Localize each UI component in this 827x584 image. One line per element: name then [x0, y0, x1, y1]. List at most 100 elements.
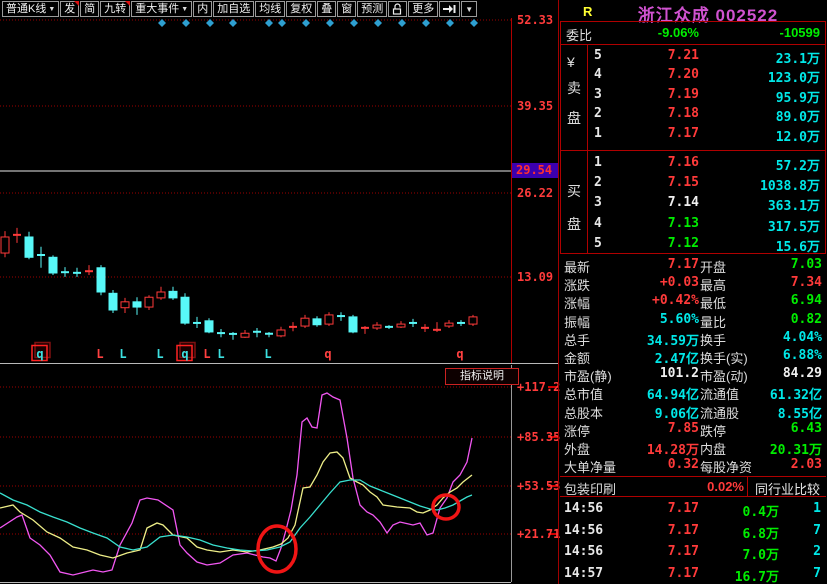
order-level: 3 — [594, 195, 602, 211]
stat-value: 34.59万 — [646, 333, 699, 349]
tick-price: 7.17 — [667, 522, 699, 538]
stat-value: 7.34 — [790, 275, 822, 291]
weibi-diff: -10599 — [779, 25, 820, 40]
candle-body-down — [24, 236, 34, 258]
order-price: 7.14 — [667, 195, 699, 211]
y-axis-label: 39.35 — [517, 99, 554, 113]
toolbar-button-发[interactable]: 发 — [60, 1, 80, 17]
tick-volume: 6.8万 — [742, 526, 779, 542]
stat-row: 大单净量 0.32 每股净资 2.03 — [560, 456, 826, 475]
stat-label: 换手 — [700, 332, 727, 348]
toolbar-button-窗[interactable]: 窗 — [337, 1, 357, 17]
candle-body-up — [396, 323, 406, 328]
signal-box — [176, 344, 193, 362]
candle-body-up — [444, 322, 454, 327]
toolbar-button-均线[interactable]: 均线 — [255, 1, 286, 17]
event-diamond-icon — [326, 19, 334, 27]
tick-row: 14:56 7.17 0.4万 1 — [560, 498, 826, 520]
order-volume: 317.5万 — [767, 219, 820, 235]
order-book-rail: ¥ 卖 盘 买 盘 — [561, 44, 588, 253]
order-level: 3 — [594, 86, 602, 102]
toolbar-button-预测[interactable]: 预测 — [357, 1, 388, 17]
buy-row: 5 7.12 15.6万 — [588, 234, 825, 255]
candle-body-down — [348, 316, 358, 333]
lock-button[interactable] — [388, 1, 408, 17]
toolbar-button-重大事件[interactable]: 重大事件 ▼ — [131, 1, 193, 17]
toolbar-button-内[interactable]: 内 — [193, 1, 213, 17]
candle-body-up — [144, 296, 154, 308]
buy-label: 盘 — [567, 216, 581, 232]
tick-count: 7 — [813, 565, 821, 581]
stat-value: 14.28万 — [646, 443, 699, 458]
signal-letter: L — [156, 347, 163, 361]
stat-value: 7.85 — [667, 420, 699, 436]
weibi-label: 委比 — [566, 28, 593, 43]
sell-label: 盘 — [567, 110, 581, 126]
current-price-axis-badge: 29.54 — [512, 163, 558, 178]
divider — [747, 477, 748, 496]
industry-compare-link[interactable]: 同行业比较 — [754, 482, 820, 497]
toolbar-button-label: 预测 — [361, 2, 384, 15]
toolbar-button-九转[interactable]: 九转 — [100, 1, 131, 17]
sell-label: 卖 — [567, 80, 581, 96]
toolbar-button-label: 普通K线 — [6, 2, 47, 15]
candle-body-down — [180, 296, 190, 324]
stat-label: 流通值 — [700, 387, 740, 403]
toolbar-button-简[interactable]: 简 — [80, 1, 100, 17]
tick-volume: 16.7万 — [734, 569, 779, 584]
order-price: 7.13 — [667, 215, 699, 231]
chevron-down-icon: ▼ — [181, 5, 189, 13]
caret-down-icon: ▼ — [465, 4, 474, 14]
stat-value: 6.43 — [790, 420, 822, 436]
stat-row: 涨停 7.85 跌停 6.43 — [560, 420, 826, 439]
candle-body-down — [132, 301, 142, 308]
candle-body-up — [300, 317, 310, 327]
order-book-divider — [561, 150, 825, 151]
toolbar-button-复权[interactable]: 复权 — [286, 1, 317, 17]
candle-body-down — [48, 256, 58, 274]
tick-time: 14:56 — [564, 544, 604, 559]
order-price: 7.21 — [667, 48, 699, 63]
candle-body-down — [168, 290, 178, 299]
tick-price: 7.17 — [667, 501, 699, 516]
stat-value: 2.47亿 — [654, 352, 699, 367]
order-price: 7.12 — [667, 235, 699, 251]
toolbar-button-普通K线[interactable]: 普通K线 ▼ — [2, 1, 60, 17]
chart-toolbar: 普通K线 ▼ 发简九转 重大事件 ▼ 内加自选 均线 复权叠窗预测 更多 ▼ — [0, 0, 478, 18]
stat-row: 市盈(静) 101.2 市盈(动) 84.29 — [560, 365, 826, 385]
stat-label: 涨幅 — [564, 296, 591, 312]
toolbar-button-label: 叠 — [321, 2, 333, 15]
order-price: 7.18 — [667, 106, 699, 122]
industry-name[interactable]: 包装印刷 — [564, 482, 617, 497]
toolbar-button-label: 复权 — [290, 2, 313, 15]
signal-letter: L — [96, 347, 103, 361]
stat-label: 总市值 — [564, 387, 604, 403]
toolbar-button-label: 均线 — [259, 2, 282, 15]
stat-label: 市盈(动) — [700, 369, 748, 385]
stat-label: 金额 — [564, 351, 591, 366]
toolbar-button-更多[interactable]: 更多 — [408, 1, 439, 17]
stat-value: +0.03 — [659, 275, 699, 291]
stat-label: 最低 — [700, 296, 727, 312]
jump-arrow-button[interactable] — [439, 1, 461, 17]
stat-value: 101.2 — [659, 366, 699, 382]
toolbar-button-加自选[interactable]: 加自选 — [213, 1, 255, 17]
buy-row: 4 7.13 317.5万 — [588, 214, 825, 235]
sell-row: 4 7.20 123.0万 — [588, 65, 825, 87]
signal-letter: L — [264, 347, 271, 361]
toolbar-button-叠[interactable]: 叠 — [317, 1, 337, 17]
order-volume: 123.0万 — [767, 71, 820, 87]
stat-label: 流通股 — [700, 405, 740, 421]
stat-value: 5.60% — [659, 311, 699, 327]
stat-value: +0.42% — [652, 293, 699, 309]
stat-label: 开盘 — [700, 260, 727, 275]
indicator-help-button[interactable]: 指标说明 — [445, 368, 519, 385]
fast-line — [0, 392, 473, 576]
tick-count: 7 — [813, 522, 821, 538]
stat-row: 最新 7.17 开盘 7.03 — [560, 256, 826, 275]
toolbar-button-label: 内 — [197, 2, 209, 15]
industry-change: 0.02% — [707, 479, 744, 494]
stat-value: 9.06亿 — [654, 406, 699, 422]
tick-row: 14:57 7.17 16.7万 7 — [560, 563, 826, 584]
caret-down-button[interactable]: ▼ — [461, 1, 478, 17]
